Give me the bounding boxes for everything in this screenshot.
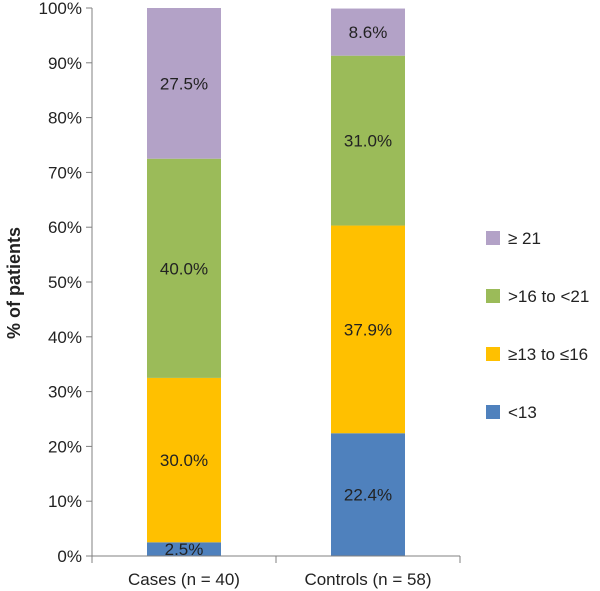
y-tick-label: 70% <box>48 163 82 182</box>
bar-segment <box>331 55 405 226</box>
x-category-label: Cases (n = 40) <box>128 570 240 589</box>
bar-segment-label: 40.0% <box>160 259 208 278</box>
y-tick-label: 40% <box>48 328 82 347</box>
bar-segment-label: 31.0% <box>344 132 392 151</box>
x-category-label: Controls (n = 58) <box>304 570 431 589</box>
bar-segment <box>147 542 221 556</box>
bar-segment-label: 2.5% <box>165 540 204 559</box>
y-tick-label: 50% <box>48 273 82 292</box>
y-tick-label: 100% <box>39 0 82 18</box>
bars: 2.5% 30.0% 40.0% 27.5% 22.4% 37.9% 31.0% 8.6% <box>147 8 405 559</box>
bar-segment <box>147 8 221 159</box>
bar-segment <box>331 433 405 556</box>
y-tick-label: 10% <box>48 492 82 511</box>
bar-segment <box>147 377 221 543</box>
axes <box>91 8 461 563</box>
legend-label: ≥ 21 <box>508 229 541 248</box>
legend-swatch <box>486 231 500 245</box>
legend-swatch <box>486 405 500 419</box>
legend-label: >16 to <21 <box>508 287 589 306</box>
bar-segment <box>147 158 221 378</box>
y-tick-label: 20% <box>48 437 82 456</box>
bar-segment <box>331 8 405 56</box>
y-tick-label: 60% <box>48 218 82 237</box>
legend-swatch <box>486 289 500 303</box>
bar-segment-label: 37.9% <box>344 320 392 339</box>
bar-segment-label: 22.4% <box>344 486 392 505</box>
legend-swatch <box>486 347 500 361</box>
legend: ≥ 21 >16 to <21 ≥13 to ≤16 <13 <box>486 229 589 422</box>
legend-label: ≥13 to ≤16 <box>508 345 588 364</box>
bar-segment-label: 27.5% <box>160 74 208 93</box>
y-axis-label: % of patients <box>4 227 24 339</box>
y-tick-label: 90% <box>48 54 82 73</box>
y-tick-label: 0% <box>57 547 82 566</box>
y-tick-label: 30% <box>48 383 82 402</box>
y-tick-label: 80% <box>48 109 82 128</box>
bar-segment <box>331 225 405 434</box>
y-axis-ticks: 0% 10% 20% 30% 40% 50% 60% 70% 80% 90% 100% <box>39 0 92 566</box>
x-axis-categories: Cases (n = 40) Controls (n = 58) <box>128 570 432 589</box>
legend-label: <13 <box>508 403 537 422</box>
bar-segment-label: 30.0% <box>160 451 208 470</box>
bar-segment-label: 8.6% <box>349 23 388 42</box>
